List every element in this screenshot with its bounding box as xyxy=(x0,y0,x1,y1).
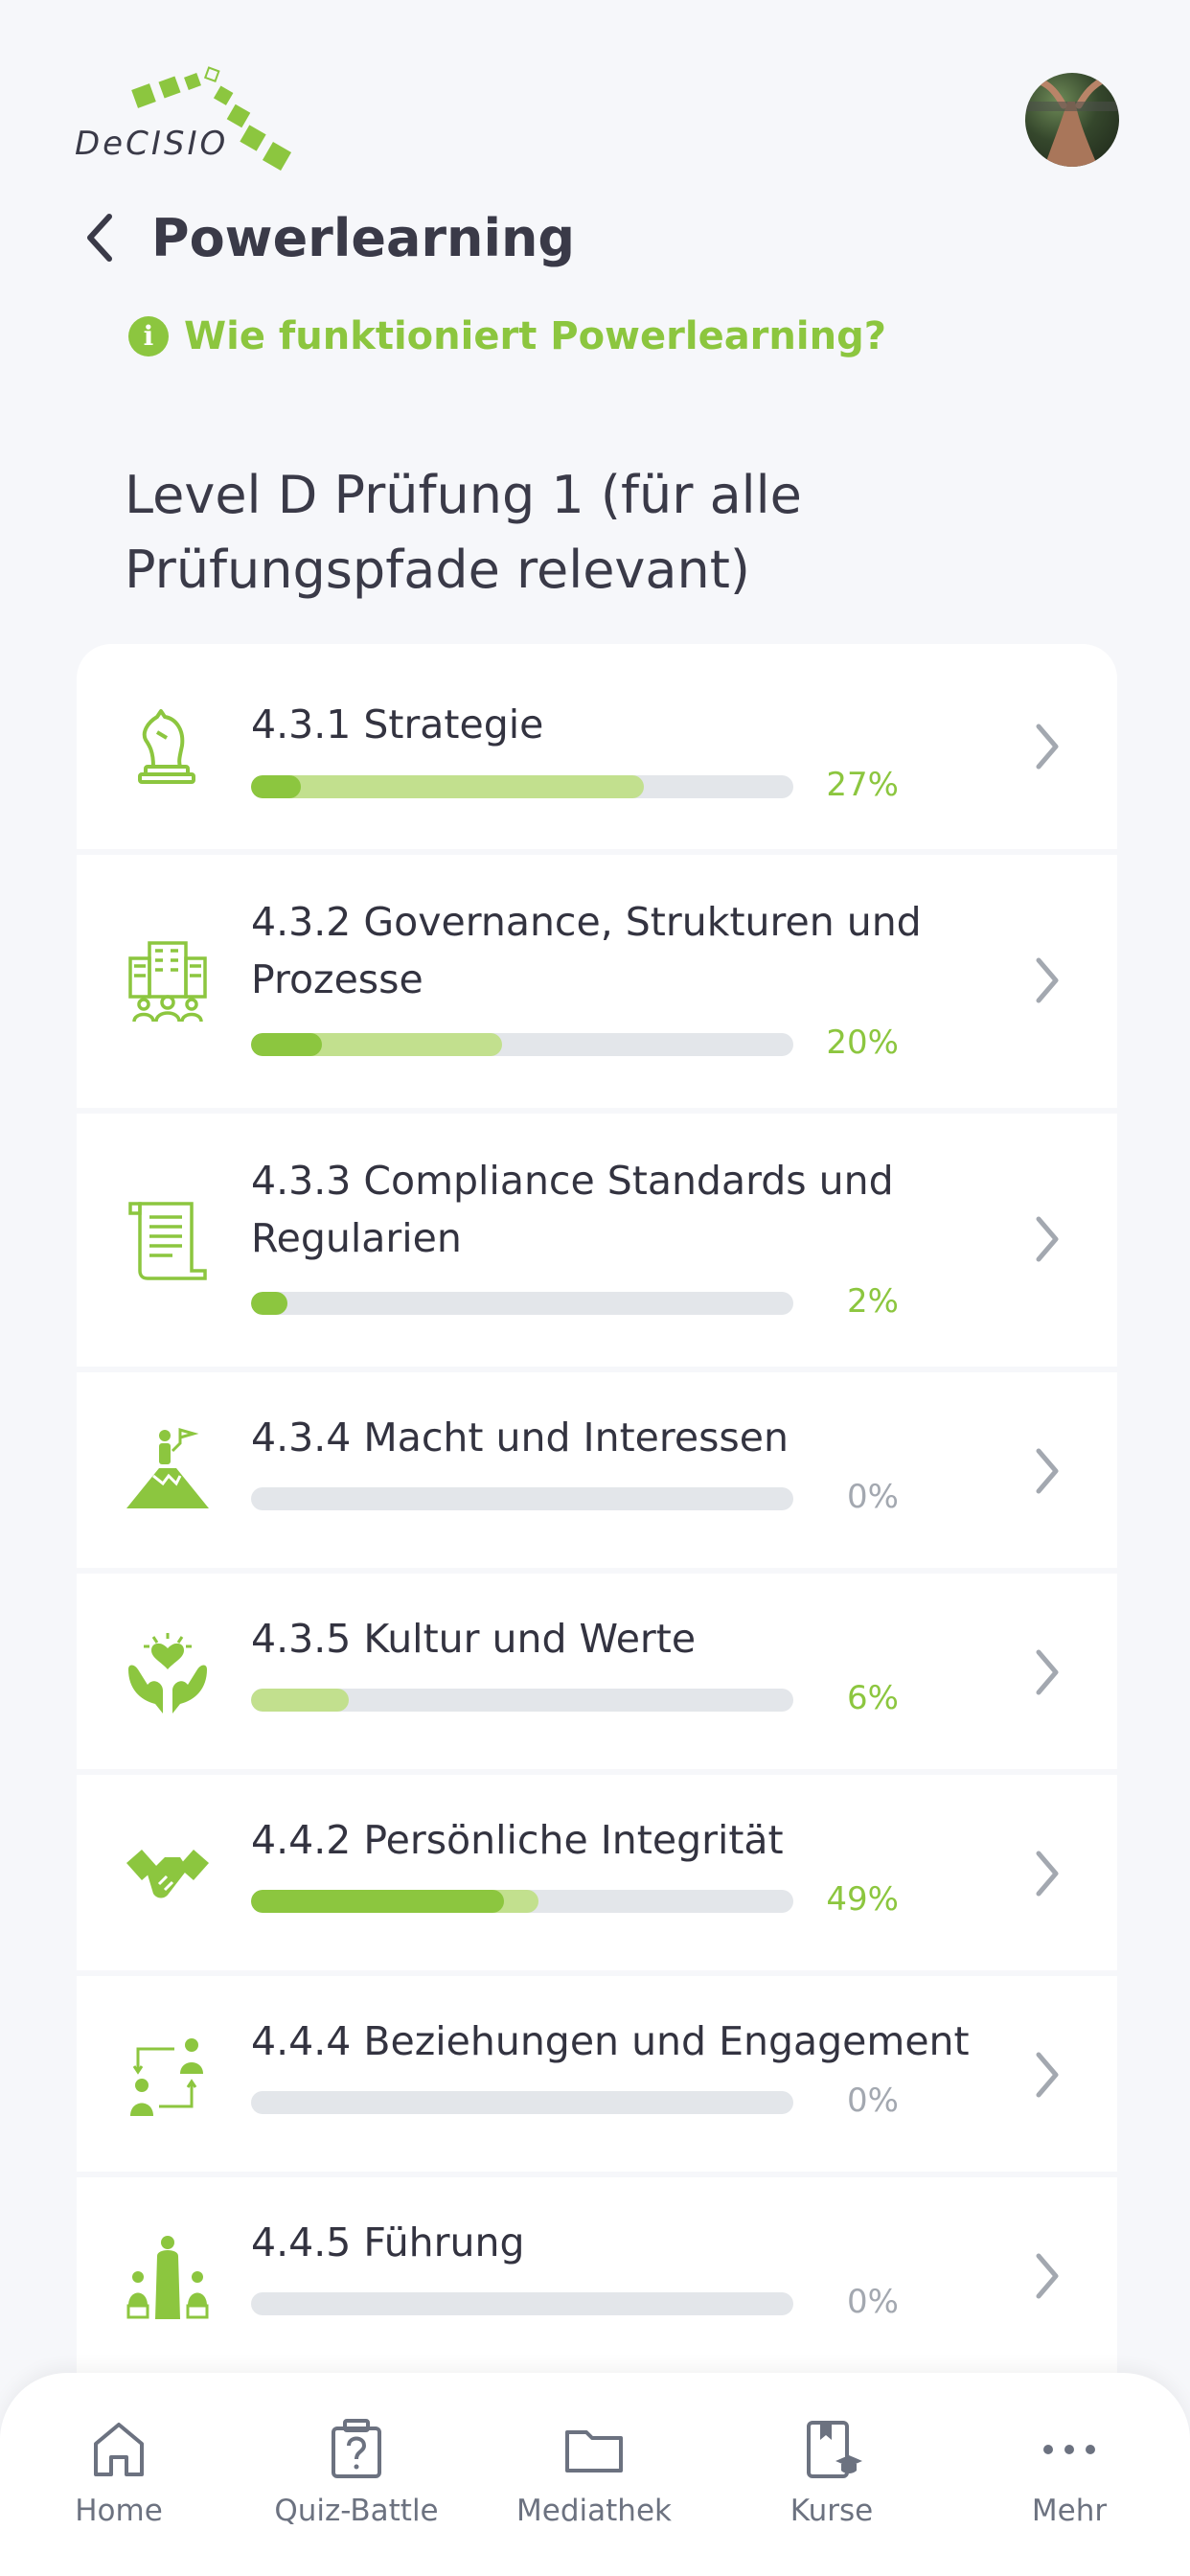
module-card[interactable]: 4.3.2 Governance, Strukturen und Prozess… xyxy=(77,855,1117,1108)
tab-quiz-battle-label: Quiz-Battle xyxy=(274,2494,439,2528)
section-title: Level D Prüfung 1 (für alle Prüfungspfad… xyxy=(125,465,802,600)
logo-squares-icon xyxy=(131,66,292,172)
progress-fill xyxy=(251,1033,322,1056)
module-card[interactable]: 4.3.3 Compliance Standards und Regularie… xyxy=(77,1114,1117,1367)
tab-kurse[interactable]: Kurse xyxy=(713,2419,950,2528)
progress-fill xyxy=(251,1292,287,1315)
buildings-people-icon xyxy=(125,937,211,1024)
chevron-right-icon xyxy=(1033,723,1062,770)
progress-bar xyxy=(251,1689,793,1712)
chevron-right-icon xyxy=(1033,1447,1062,1495)
page-title: Powerlearning xyxy=(151,207,576,268)
module-card[interactable]: 4.4.4 Beziehungen und Engagement 0% xyxy=(77,1976,1117,2172)
bottom-tab-bar: Home Quiz-Battle Mediathek Ku xyxy=(0,2373,1190,2576)
progress-percent: 0% xyxy=(847,1478,899,1516)
progress-percent: 27% xyxy=(826,766,899,804)
progress-percent: 2% xyxy=(847,1282,899,1321)
tab-kurse-label: Kurse xyxy=(790,2494,874,2528)
tab-mediathek-label: Mediathek xyxy=(516,2494,672,2528)
how-it-works-label: Wie funktioniert Powerlearning? xyxy=(184,314,886,358)
progress-bar xyxy=(251,1890,793,1913)
module-card[interactable]: 4.3.5 Kultur und Werte 6% xyxy=(77,1574,1117,1769)
progress-bar xyxy=(251,2292,793,2315)
chevron-right-icon xyxy=(1033,956,1062,1004)
progress-fill-light xyxy=(251,1689,349,1712)
tab-mehr-label: Mehr xyxy=(1031,2494,1108,2528)
module-title: 4.4.2 Persönliche Integrität xyxy=(251,1817,784,1863)
back-chevron-icon[interactable] xyxy=(84,209,123,266)
progress-fill xyxy=(251,775,301,798)
document-scroll-icon xyxy=(125,1196,211,1282)
progress-percent: 0% xyxy=(847,2082,899,2120)
progress-percent: 0% xyxy=(847,2283,899,2321)
tab-mediathek[interactable]: Mediathek xyxy=(475,2419,713,2528)
decisio-logo: DeCISIO xyxy=(75,65,314,172)
progress-bar xyxy=(251,2091,793,2114)
chevron-right-icon xyxy=(1033,1648,1062,1696)
module-title: 4.3.5 Kultur und Werte xyxy=(251,1616,697,1662)
avatar[interactable] xyxy=(1025,73,1119,167)
people-exchange-icon xyxy=(125,2036,211,2122)
tab-home-label: Home xyxy=(75,2494,163,2528)
progress-bar xyxy=(251,1033,793,1056)
progress-bar xyxy=(251,775,793,798)
module-title: 4.3.2 Governance, Strukturen und Prozess… xyxy=(251,899,922,1002)
course-book-icon xyxy=(807,2421,862,2478)
mountain-flag-icon xyxy=(125,1426,211,1512)
module-list: 4.3.1 Strategie 27% xyxy=(77,644,1117,2390)
info-icon: i xyxy=(128,316,169,356)
chevron-right-icon xyxy=(1033,2051,1062,2099)
module-card[interactable]: 4.3.1 Strategie 27% xyxy=(77,644,1117,849)
progress-bar xyxy=(251,1487,793,1510)
progress-percent: 49% xyxy=(826,1880,899,1919)
chess-knight-icon xyxy=(125,703,211,790)
tab-mehr[interactable]: Mehr xyxy=(950,2419,1188,2528)
module-card[interactable]: 4.4.5 Führung 0% xyxy=(77,2177,1117,2390)
handshake-icon xyxy=(125,1830,211,1917)
more-dots-icon xyxy=(1043,2445,1095,2454)
folder-icon xyxy=(565,2430,623,2472)
chevron-right-icon xyxy=(1033,2252,1062,2300)
how-it-works-link[interactable]: i Wie funktioniert Powerlearning? xyxy=(128,314,886,358)
hands-heart-icon xyxy=(125,1631,211,1717)
module-card[interactable]: 4.3.4 Macht und Interessen 0% xyxy=(77,1372,1117,1568)
module-title: 4.3.4 Macht und Interessen xyxy=(251,1414,790,1460)
progress-fill xyxy=(251,1890,504,1913)
tab-home[interactable]: Home xyxy=(0,2419,238,2528)
tab-quiz-battle[interactable]: Quiz-Battle xyxy=(238,2419,475,2528)
logo-text: DeCISIO xyxy=(75,125,229,163)
module-title: 4.4.4 Beziehungen und Engagement xyxy=(251,2018,970,2064)
module-title: 4.3.1 Strategie xyxy=(251,702,544,748)
module-title: 4.3.3 Compliance Standards und Regularie… xyxy=(251,1158,894,1261)
avatar-photo-icon xyxy=(1025,77,1119,167)
home-icon xyxy=(94,2423,144,2476)
leader-group-icon xyxy=(125,2235,211,2321)
progress-percent: 20% xyxy=(826,1024,899,1062)
page-header: Powerlearning xyxy=(84,201,575,274)
quiz-icon xyxy=(332,2419,381,2478)
progress-percent: 6% xyxy=(847,1679,899,1717)
module-card[interactable]: 4.4.2 Persönliche Integrität 49% xyxy=(77,1775,1117,1970)
chevron-right-icon xyxy=(1033,1215,1062,1263)
chevron-right-icon xyxy=(1033,1850,1062,1898)
module-title: 4.4.5 Führung xyxy=(251,2220,525,2266)
progress-fill-light xyxy=(251,775,644,798)
progress-bar xyxy=(251,1292,793,1315)
